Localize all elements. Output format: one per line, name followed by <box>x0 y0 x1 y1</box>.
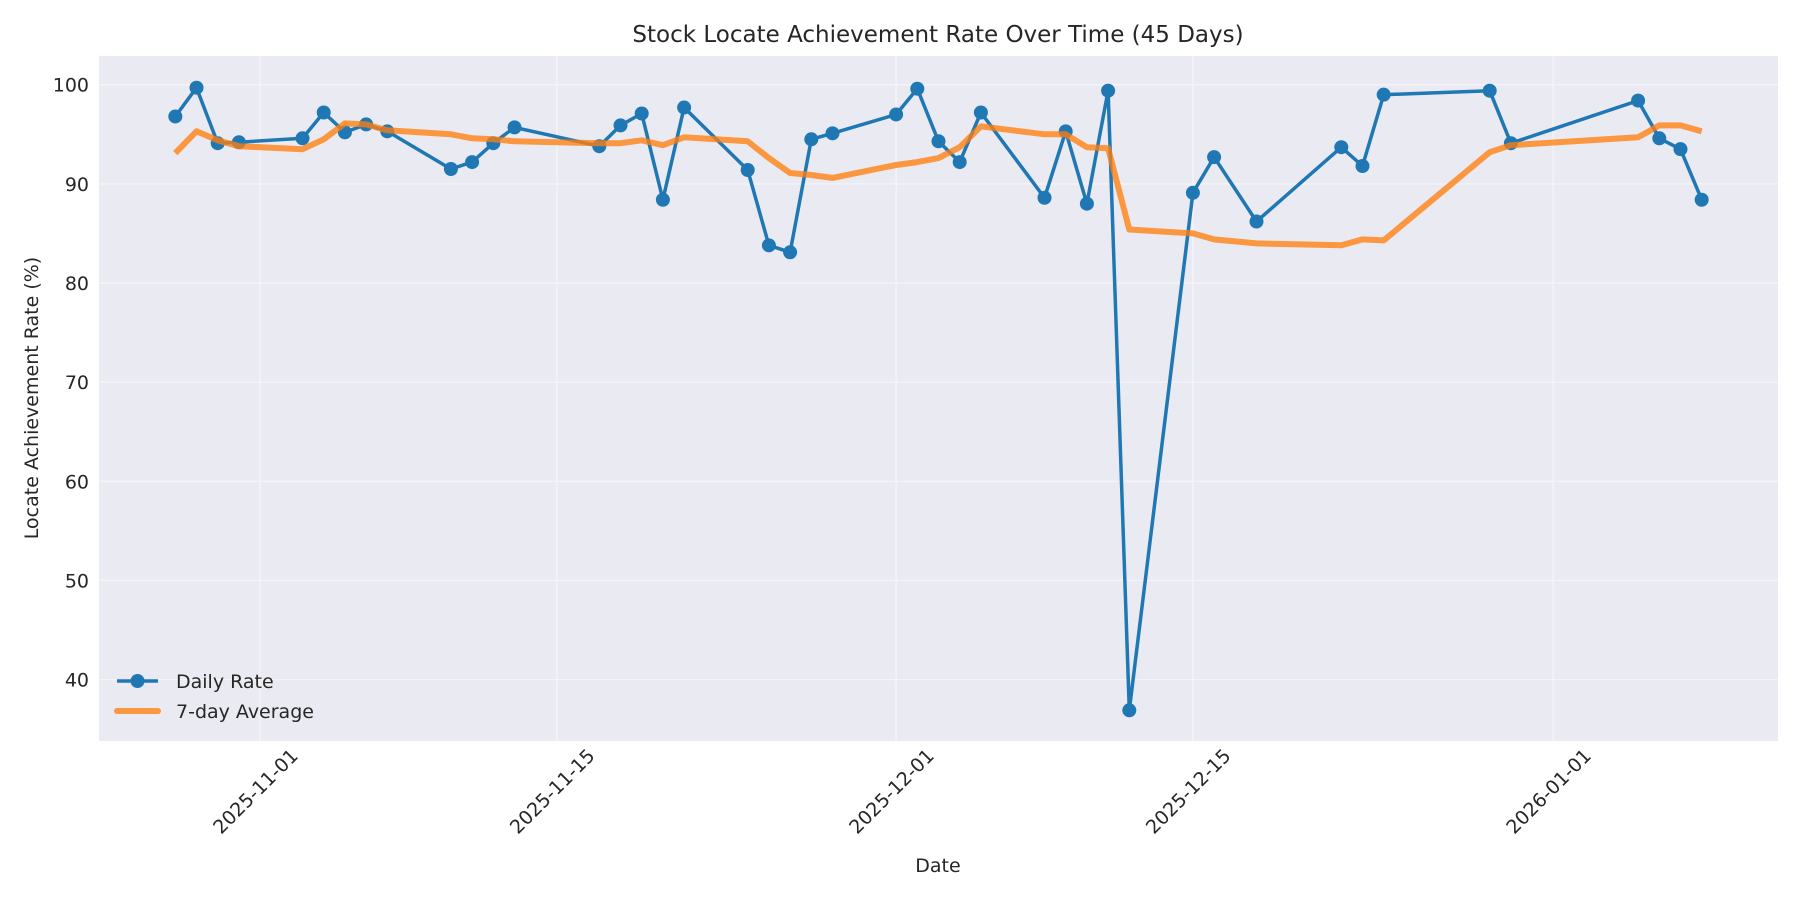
daily-rate-markers <box>168 80 1709 718</box>
data-series <box>168 80 1709 718</box>
legend: Daily Rate 7-day Average <box>114 671 314 723</box>
y-axis-label: Locate Achievement Rate (%) <box>21 257 43 539</box>
x-tick-label: 2025-11-15 <box>506 745 600 839</box>
data-point <box>677 100 692 115</box>
data-point <box>1631 93 1646 108</box>
legend-circle-marker-icon <box>130 674 145 688</box>
data-point <box>189 80 204 95</box>
data-point <box>295 131 310 146</box>
data-point <box>1207 150 1222 165</box>
data-point <box>443 162 458 177</box>
data-point <box>804 132 819 147</box>
data-point <box>634 106 649 121</box>
y-tick-label: 60 <box>65 471 89 493</box>
data-point <box>1185 185 1200 200</box>
data-point <box>1249 214 1264 229</box>
seven-day-average-line <box>173 120 1703 249</box>
data-point <box>931 134 946 149</box>
x-tick-label: 2026-01-01 <box>1502 745 1596 839</box>
data-point <box>316 105 331 120</box>
legend-label-daily-rate: Daily Rate <box>176 671 274 693</box>
x-tick-label: 2025-12-01 <box>845 745 939 839</box>
x-tick-label: 2025-12-15 <box>1142 745 1236 839</box>
y-tick-label: 90 <box>65 174 89 196</box>
data-point <box>655 192 670 207</box>
data-point <box>613 118 628 133</box>
data-point <box>465 155 480 170</box>
legend-item-daily-rate: Daily Rate <box>117 671 274 693</box>
data-point <box>1334 140 1349 155</box>
y-tick-label: 80 <box>65 273 89 295</box>
data-point <box>1101 83 1116 98</box>
data-point <box>889 107 904 122</box>
data-point <box>1079 196 1094 211</box>
data-point <box>1122 703 1137 718</box>
data-point <box>1482 83 1497 98</box>
data-point <box>973 105 988 120</box>
data-point <box>168 109 183 124</box>
x-tick-label: 2025-11-01 <box>209 745 303 839</box>
plot-area <box>99 56 1778 741</box>
data-point <box>1376 87 1391 102</box>
data-point <box>952 155 967 170</box>
data-point <box>507 120 522 135</box>
data-point <box>740 163 755 178</box>
chart-title: Stock Locate Achievement Rate Over Time … <box>632 22 1243 48</box>
y-tick-label: 40 <box>65 670 89 692</box>
x-axis-ticks: 2025-11-01 2025-11-15 2025-12-01 2025-12-15… <box>209 745 1596 839</box>
data-point <box>761 238 776 253</box>
data-point <box>1355 159 1370 174</box>
data-point <box>1652 131 1667 146</box>
y-axis-ticks: 40 50 60 70 80 90 100 <box>53 75 89 692</box>
data-point <box>1673 142 1688 157</box>
data-point <box>825 126 840 141</box>
y-tick-label: 50 <box>65 570 89 592</box>
data-point <box>1694 192 1709 207</box>
x-axis-label: Date <box>915 855 960 877</box>
data-point <box>1037 190 1052 205</box>
legend-item-7-day-average: 7-day Average <box>114 701 314 723</box>
grid-lines <box>99 56 1778 741</box>
legend-label-7-day-average: 7-day Average <box>176 701 314 723</box>
data-point <box>783 245 798 260</box>
data-point <box>910 81 925 96</box>
y-tick-label: 100 <box>53 75 89 97</box>
y-tick-label: 70 <box>65 372 89 394</box>
